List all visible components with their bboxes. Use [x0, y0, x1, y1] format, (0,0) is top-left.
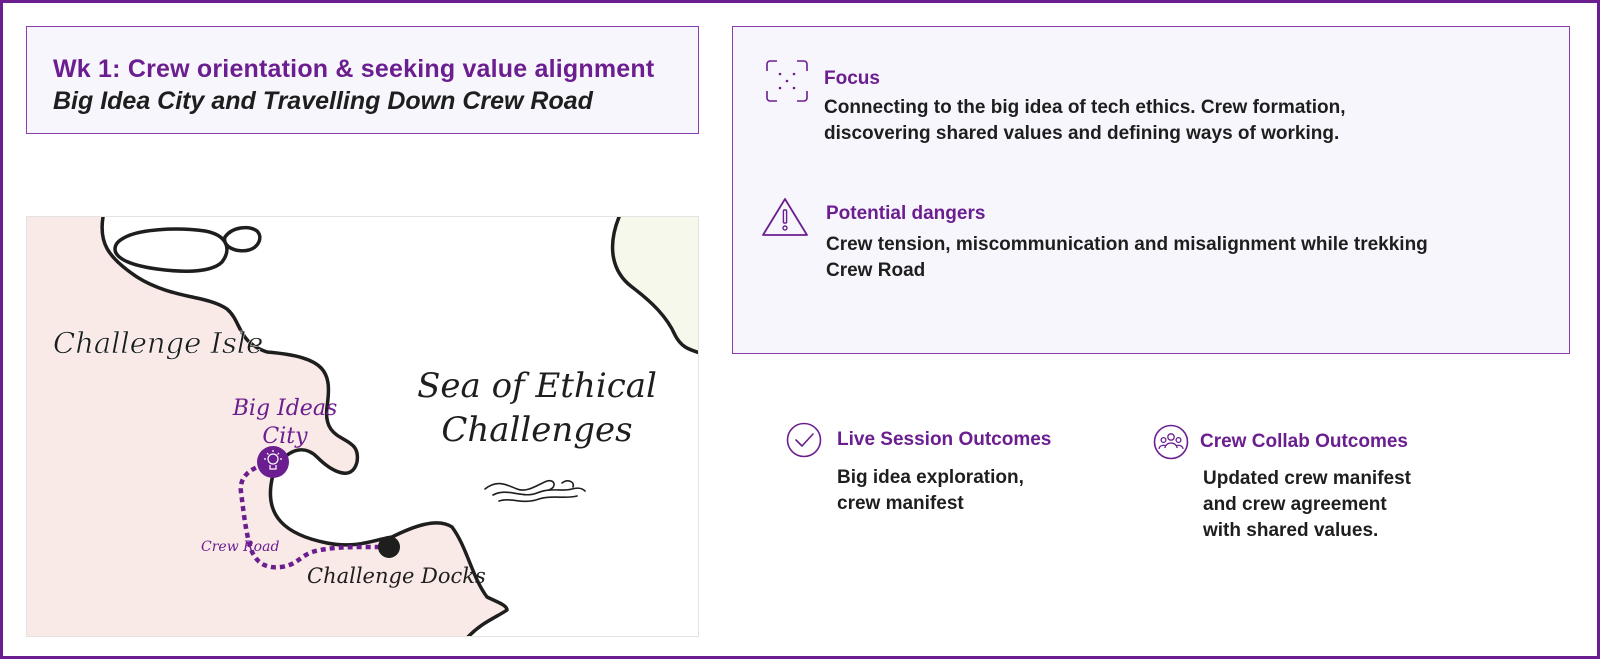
week-subtitle: Big Idea City and Travelling Down Crew R… — [53, 87, 593, 115]
dangers-text: Crew tension, miscommunication and misal… — [826, 234, 1428, 281]
collab-outcomes-label: Crew Collab Outcomes — [1200, 431, 1408, 452]
lake-small — [222, 225, 262, 253]
sea-label-line2: Challenges — [441, 410, 632, 450]
docks-label: Challenge Docks — [307, 564, 486, 588]
dangers-label: Potential dangers — [826, 203, 986, 224]
map-illustration: Challenge Isle Sea of Ethical Challenges… — [27, 217, 698, 636]
warning-icon — [762, 198, 808, 236]
check-circle-icon — [786, 422, 822, 458]
lake-large — [113, 227, 229, 273]
collab-outcomes-text: Updated crew manifest and crew agreement… — [1203, 468, 1411, 541]
city-label-line1: Big Ideas — [232, 396, 337, 421]
week-title-box: Wk 1: Crew orientation & seeking value a… — [26, 26, 699, 134]
focus-frame-icon — [766, 60, 808, 102]
docks-marker — [378, 536, 400, 558]
journey-map: Challenge Isle Sea of Ethical Challenges… — [26, 216, 699, 637]
focus-label: Focus — [824, 68, 880, 89]
crew-road-path — [238, 459, 390, 570]
live-outcomes-label: Live Session Outcomes — [837, 429, 1052, 450]
road-label: Crew Road — [201, 539, 279, 555]
group-icon — [1153, 424, 1189, 460]
island-label: Challenge Isle — [53, 326, 263, 360]
live-outcomes-text: Big idea exploration, crew manifest — [837, 467, 1024, 514]
focus-dangers-panel: Focus Connecting to the big idea of tech… — [732, 26, 1570, 354]
city-label-line2: City — [262, 424, 308, 449]
week-title: Wk 1: Crew orientation & seeking value a… — [53, 55, 655, 83]
challenge-isle — [27, 217, 507, 636]
focus-text: Connecting to the big idea of tech ethic… — [824, 97, 1346, 144]
far-shore — [612, 217, 698, 353]
sea-label-line1: Sea of Ethical — [417, 366, 657, 406]
city-marker — [257, 446, 289, 478]
waves-doodle — [484, 479, 586, 503]
